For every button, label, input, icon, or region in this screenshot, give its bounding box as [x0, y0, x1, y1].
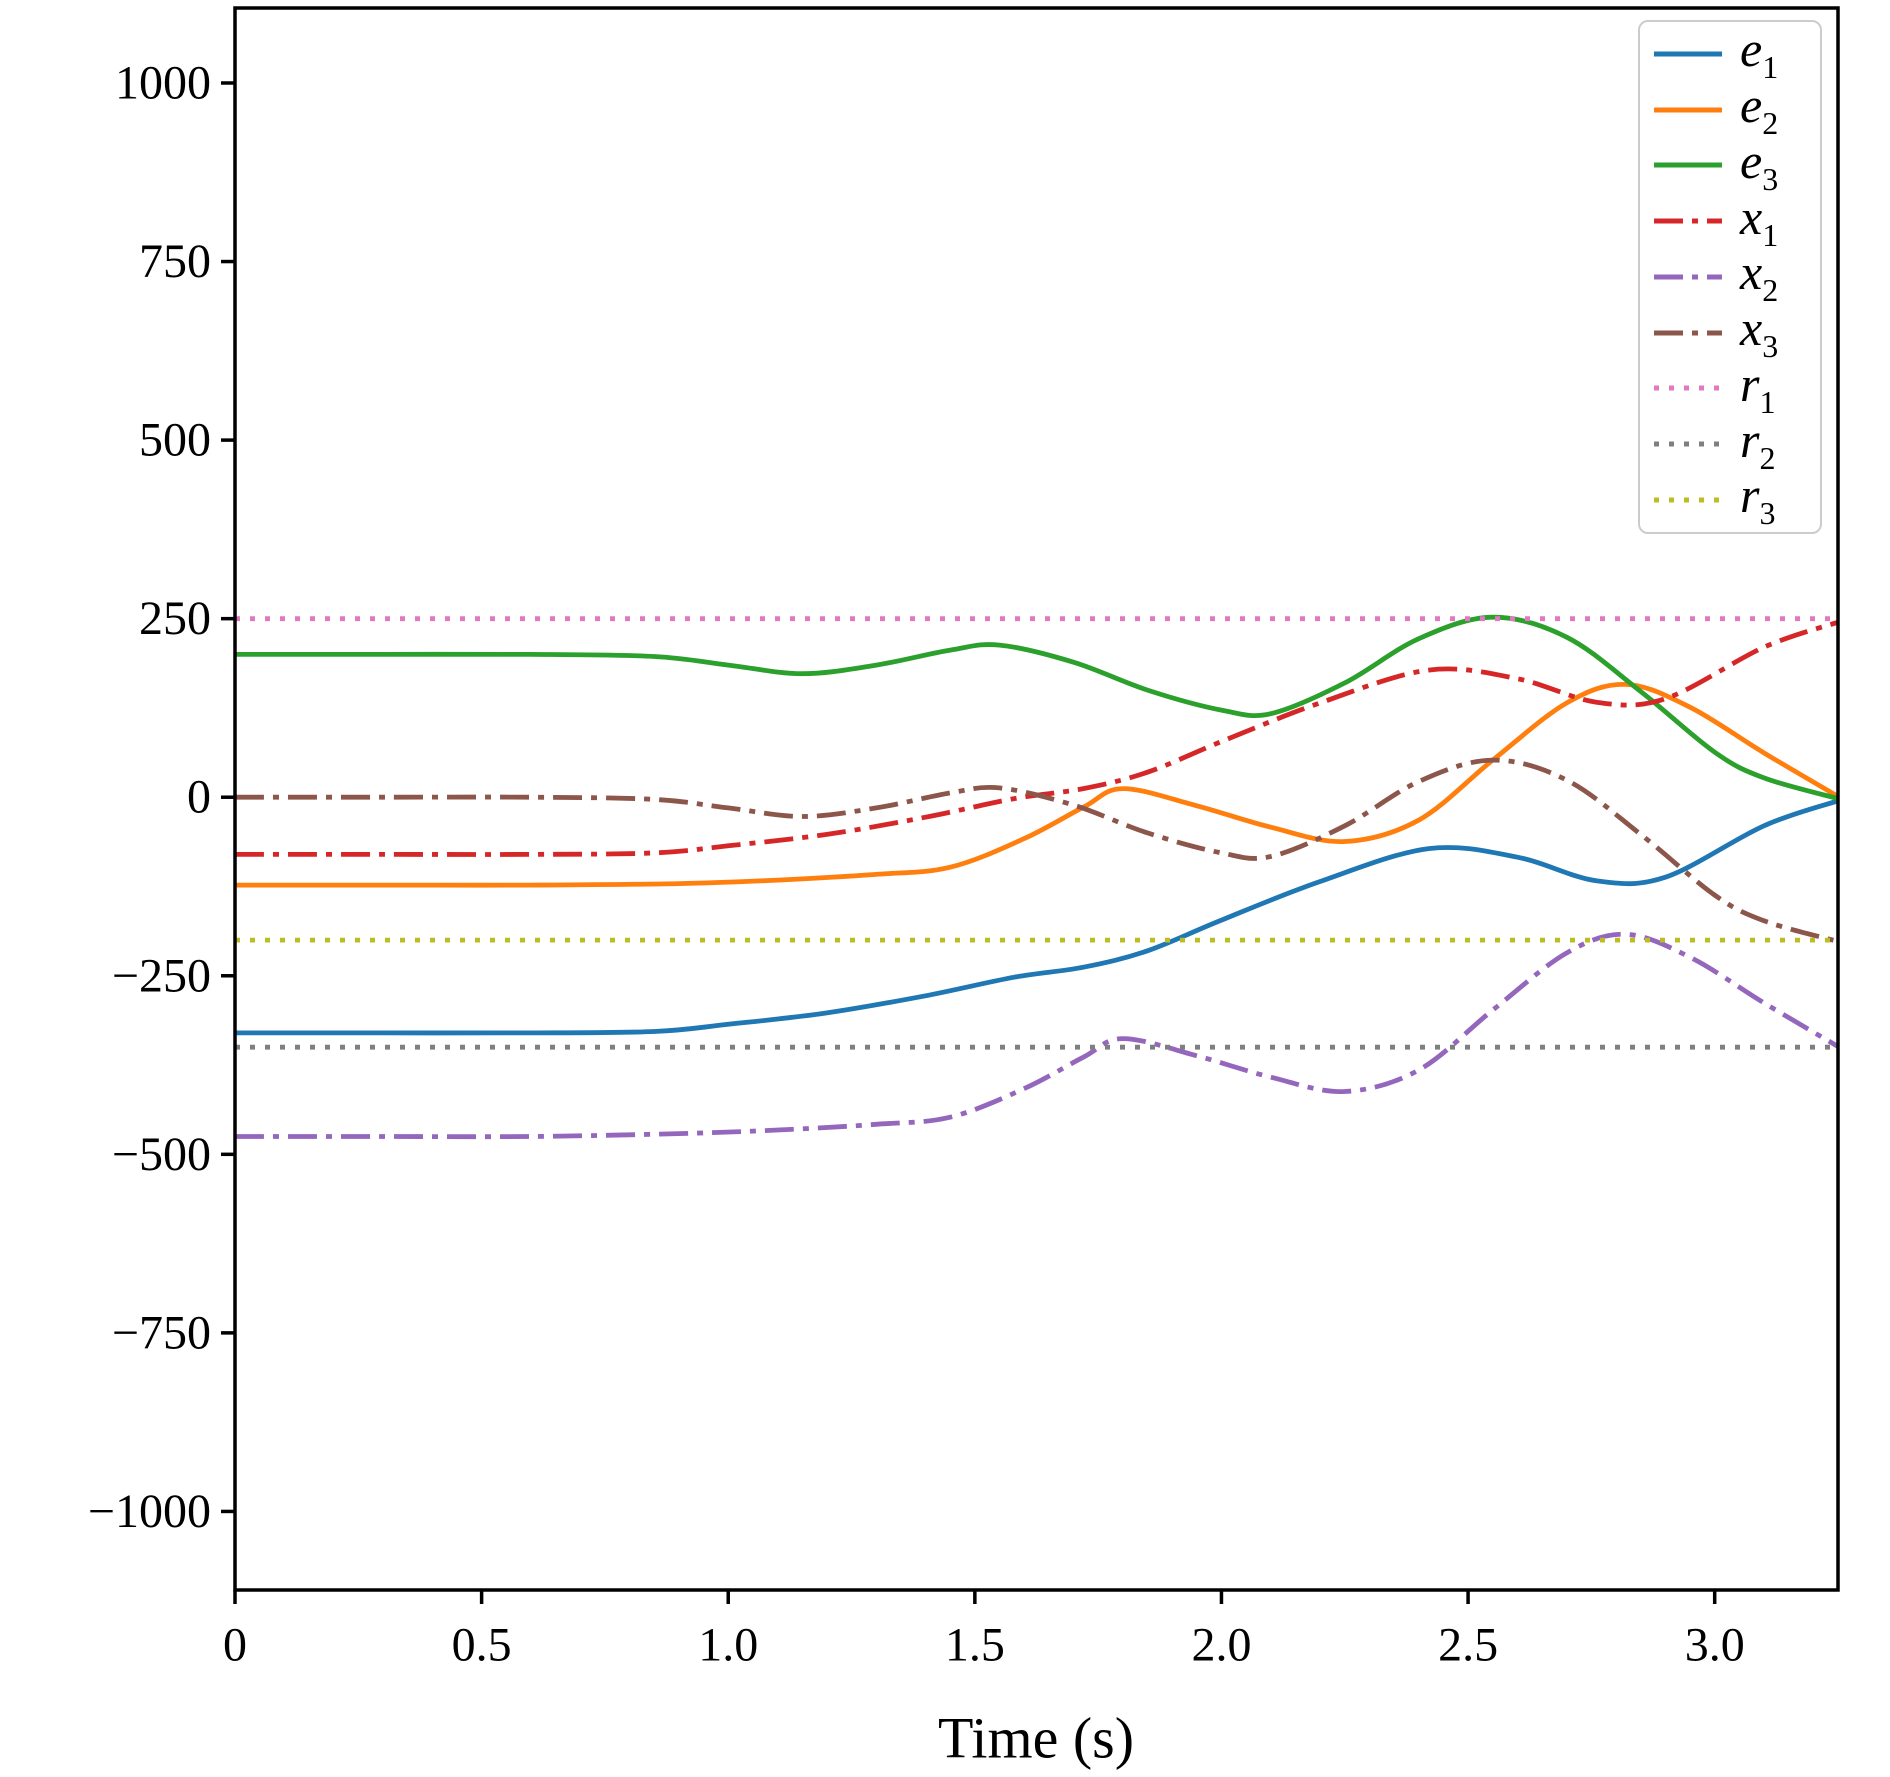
series-x1-line [235, 619, 1838, 857]
legend-item-e1: e1 [1652, 21, 1820, 86]
series-e3-line [235, 614, 1838, 801]
legend-label-r1: r1 [1740, 355, 1776, 421]
x-tick-label-2: 1.0 [698, 1619, 758, 1672]
legend-item-r2: r2 [1652, 411, 1820, 476]
legend-sample-x1-line [1654, 218, 1722, 224]
x-tick-label-0: 0 [223, 1619, 247, 1672]
legend-item-r3: r3 [1652, 467, 1820, 532]
legend-sample-r1-line [1654, 385, 1722, 391]
series-x2-line [235, 931, 1838, 1140]
legend-item-x2: x2 [1652, 244, 1820, 309]
legend-sample-r3-line [1654, 497, 1722, 503]
legend-item-x1: x1 [1652, 188, 1820, 253]
legend-sample-e2-line [1654, 107, 1722, 113]
legend-sample-x3-line [1654, 330, 1722, 336]
legend-item-x3: x3 [1652, 300, 1820, 365]
x-tick-label-4: 2.0 [1191, 1619, 1251, 1672]
legend-label-x2: x2 [1740, 244, 1779, 309]
legend-label-r3: r3 [1740, 467, 1776, 532]
y-tick-label-0: 1000 [115, 56, 211, 109]
x-tick-label-6: 3.0 [1685, 1619, 1745, 1672]
series-x3-line [235, 757, 1838, 944]
legend-item-e2: e2 [1652, 77, 1820, 142]
plot-border [233, 6, 1840, 1592]
legend-label-x3: x3 [1740, 300, 1779, 365]
y-tick-label-4: 0 [187, 771, 211, 824]
y-tick-label-8: −1000 [88, 1485, 211, 1538]
y-tick-label-1: 750 [139, 235, 211, 288]
y-tick-label-3: 250 [139, 592, 211, 645]
x-axis-title: Time (s) [938, 1706, 1134, 1771]
legend-label-r2: r2 [1740, 411, 1776, 476]
legend-item-r1: r1 [1652, 355, 1820, 421]
legend-sample-x2-line [1654, 274, 1722, 280]
x-tick-label-5: 2.5 [1438, 1619, 1498, 1672]
legend-sample-e3-line [1654, 162, 1722, 168]
legend-sample-e1-line [1654, 51, 1722, 57]
series-e1-line [235, 798, 1838, 1036]
legend-label-e1: e1 [1740, 21, 1779, 86]
legend: e1 e2 e3 x1 x2 x3 r1 r2 r3 [1638, 20, 1822, 534]
legend-label-x1: x1 [1740, 188, 1779, 253]
y-tick-label-6: −500 [112, 1128, 211, 1181]
plot-area: 0 0.5 1.0 1.5 2.0 2.5 3.0 1000 750 500 250 0 −250 −50… [88, 6, 1840, 1672]
y-tick-label-5: −250 [112, 949, 211, 1002]
legend-sample-r2-line [1654, 441, 1722, 447]
legend-item-e3: e3 [1652, 132, 1820, 197]
x-tick-label-1: 0.5 [452, 1619, 512, 1672]
x-tick-label-3: 1.5 [945, 1619, 1005, 1672]
y-tick-label-7: −750 [112, 1306, 211, 1359]
legend-label-e2: e2 [1740, 77, 1779, 142]
y-tick-label-2: 500 [139, 414, 211, 467]
legend-label-e3: e3 [1740, 132, 1779, 197]
series-e2-line [235, 681, 1838, 888]
